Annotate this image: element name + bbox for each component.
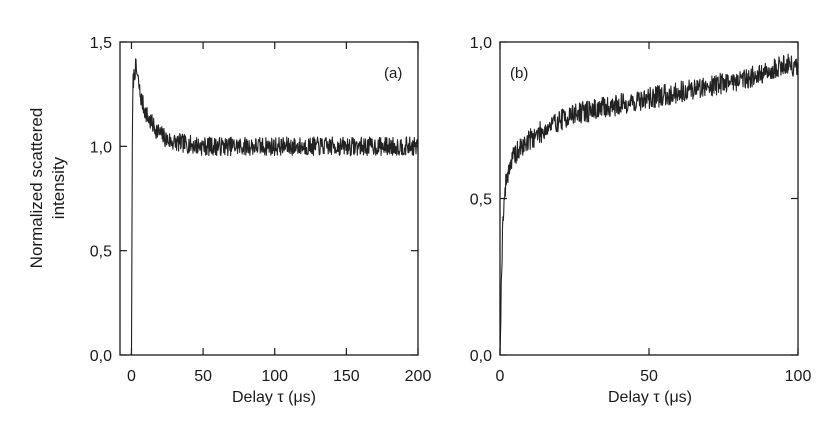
data-series-b-0 xyxy=(499,53,799,356)
y-tick-label: 1,5 xyxy=(90,35,112,52)
x-tick-label: 0 xyxy=(127,368,136,385)
x-tick-label: 0 xyxy=(496,368,505,385)
y-tick-label: 0,0 xyxy=(90,348,112,365)
panel-b-plot-frame xyxy=(499,41,799,356)
data-series-a-0 xyxy=(122,58,419,356)
x-tick-label: 150 xyxy=(333,368,360,385)
y-axis-title-line-2: intensity xyxy=(49,156,68,219)
panel-a-x-ticks: 0 50 100 150 200 xyxy=(127,42,431,385)
panel-b-label: (b) xyxy=(510,65,528,82)
panel-b: (b) Delay τ (μs) 0 50 100 0,0 0,5 1,0 xyxy=(470,35,812,406)
panel-a: Normalized scattered intensity (a) Delay… xyxy=(27,35,431,406)
panel-a-plot-frame xyxy=(119,41,419,356)
y-axis-title-line-1: Normalized scattered xyxy=(27,108,46,269)
y-tick-label: 0,5 xyxy=(90,244,112,261)
y-tick-label: 1,0 xyxy=(90,139,112,156)
x-tick-label: 50 xyxy=(194,368,212,385)
y-tick-label: 0,5 xyxy=(470,192,492,209)
y-tick-label: 0,0 xyxy=(470,348,492,365)
y-tick-label: 1,0 xyxy=(470,35,492,52)
panel-b-traces xyxy=(499,53,799,356)
x-tick-label: 100 xyxy=(785,368,812,385)
x-tick-label: 50 xyxy=(640,368,658,385)
x-tick-label: 200 xyxy=(405,368,432,385)
panel-b-y-ticks: 0,0 0,5 1,0 xyxy=(470,35,798,365)
panel-b-x-axis-title: Delay τ (μs) xyxy=(608,389,692,406)
panel-a-x-axis-title: Delay τ (μs) xyxy=(232,389,316,406)
panel-b-x-ticks: 0 50 100 xyxy=(496,42,812,385)
panel-a-label: (a) xyxy=(384,65,402,82)
x-tick-label: 100 xyxy=(261,368,288,385)
panel-a-traces xyxy=(122,58,419,356)
